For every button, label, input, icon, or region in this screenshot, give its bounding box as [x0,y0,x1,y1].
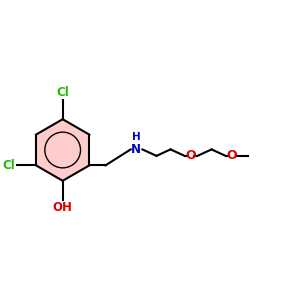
Polygon shape [36,119,89,181]
Text: H: H [132,132,140,142]
Text: Cl: Cl [56,86,69,99]
Text: N: N [131,143,141,156]
Text: O: O [227,149,237,162]
Text: O: O [186,149,196,162]
Text: Cl: Cl [3,159,16,172]
Text: OH: OH [53,201,73,214]
